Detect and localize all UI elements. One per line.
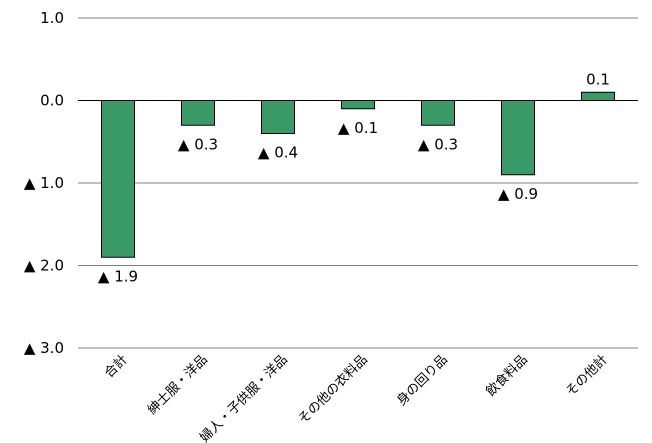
bar: [501, 100, 535, 176]
bar: [581, 91, 615, 101]
bar: [421, 100, 455, 126]
category-label: その他計: [563, 352, 611, 400]
y-axis-tick-labels: 1.0 0.0 ▲ 1.0 ▲ 2.0 ▲ 3.0: [24, 9, 64, 357]
category-label: 身の回り品: [394, 352, 451, 409]
category-label: 紳士服・洋品: [145, 352, 211, 418]
data-label: ▲ 1.9: [98, 267, 138, 285]
data-label: ▲ 0.4: [258, 144, 298, 162]
category-label: 婦人・子供服・洋品: [197, 352, 291, 443]
category-label: 合計: [101, 352, 131, 382]
y-tick-label: 1.0: [40, 9, 64, 27]
data-label: ▲ 0.1: [338, 119, 378, 137]
bars: [101, 91, 615, 258]
y-tick-label: ▲ 3.0: [24, 339, 64, 357]
bar: [261, 100, 295, 134]
data-labels: ▲ 1.9 ▲ 0.3 ▲ 0.4 ▲ 0.1 ▲ 0.3 ▲ 0.9 0.1: [98, 70, 610, 285]
data-label: ▲ 0.3: [418, 135, 458, 153]
data-label: ▲ 0.9: [498, 185, 538, 203]
bar: [181, 100, 215, 126]
data-label: 0.1: [586, 70, 610, 88]
data-label: ▲ 0.3: [178, 135, 218, 153]
category-label: その他の衣料品: [295, 352, 371, 428]
y-tick-label: ▲ 1.0: [24, 174, 64, 192]
y-tick-label: 0.0: [40, 92, 64, 110]
category-label: 飲食料品: [483, 352, 531, 400]
bar: [101, 100, 135, 258]
gridlines: [78, 17, 638, 349]
bar: [341, 100, 375, 110]
y-tick-label: ▲ 2.0: [24, 257, 64, 275]
